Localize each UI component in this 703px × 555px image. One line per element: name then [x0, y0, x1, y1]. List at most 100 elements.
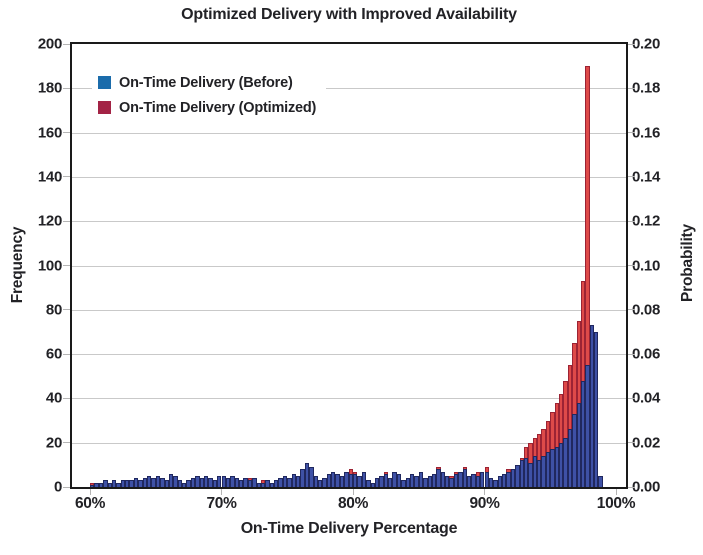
- y-right-tick-label: 0.20: [632, 35, 660, 53]
- histogram-bar-optimized: [585, 66, 590, 487]
- y-right-tick-label: 0.00: [632, 478, 660, 496]
- histogram-bar-before: [519, 460, 524, 487]
- histogram-bar-before: [195, 475, 200, 487]
- y-right-tick-label: 0.16: [632, 124, 660, 142]
- histogram-bar-before: [326, 473, 332, 487]
- histogram-bar-before: [230, 475, 235, 487]
- histogram-bar-before: [471, 473, 476, 487]
- histogram-bar-before: [493, 480, 498, 487]
- y-left-tick-label: 0: [53, 478, 62, 496]
- histogram-bar-before: [278, 478, 283, 487]
- gridline: [72, 88, 626, 90]
- histogram-bar-before: [405, 478, 410, 487]
- y-left-tick-mark: [63, 353, 70, 355]
- histogram-bar-before: [160, 478, 165, 487]
- histogram-bar-before: [146, 475, 152, 487]
- histogram-bar-before: [559, 442, 564, 487]
- y-right-tick-label: 0.04: [632, 389, 660, 407]
- y-right-tick-label: 0.14: [632, 168, 660, 186]
- histogram-bar-before: [234, 478, 240, 487]
- histogram-bar-before: [353, 473, 358, 487]
- histogram-bar-before: [164, 480, 169, 487]
- y-right-tick-mark: [628, 132, 635, 134]
- histogram-bar-before: [138, 480, 143, 487]
- legend-swatch-before-icon: [98, 76, 111, 89]
- x-tick-label: 80%: [337, 495, 369, 512]
- histogram-bar-before: [427, 475, 432, 487]
- histogram-bar-before: [212, 480, 218, 487]
- histogram-bar-before: [523, 458, 529, 487]
- y-right-tick-mark: [628, 220, 635, 222]
- histogram-bar-before: [125, 480, 130, 487]
- histogram-bar-before: [409, 473, 415, 487]
- x-axis-tick-labels: 60% 70% 80% 90% 100%: [0, 495, 703, 515]
- histogram-bar-before: [256, 482, 261, 487]
- histogram-bar-before: [502, 473, 507, 487]
- histogram-bar-before: [401, 480, 406, 487]
- histogram-bar-before: [449, 478, 454, 487]
- histogram-bar-before: [190, 478, 196, 487]
- y-right-tick-label: 0.12: [632, 212, 660, 230]
- histogram-bar-before: [182, 482, 187, 487]
- histogram-bar-before: [383, 473, 389, 487]
- gridline: [72, 309, 626, 311]
- histogram-bar-before: [335, 473, 340, 487]
- histogram-bar-before: [186, 480, 191, 487]
- histogram-bar-before: [98, 482, 104, 487]
- gridline: [72, 398, 626, 400]
- histogram-bar-before: [418, 471, 424, 487]
- gridline: [72, 442, 626, 444]
- histogram-bar-optimized: [563, 380, 568, 487]
- y-right-tick-mark: [628, 309, 635, 311]
- y-axis-left-tick-labels: 0 20 40 60 80 100 120 140 160 180 200: [0, 0, 64, 555]
- y-left-tick-mark: [63, 87, 70, 89]
- legend-swatch-optimized-icon: [98, 101, 111, 114]
- histogram-bar-before: [173, 475, 178, 487]
- y-right-tick-label: 0.02: [632, 434, 660, 452]
- histogram-bar-before: [331, 471, 336, 487]
- histogram-bar-before: [300, 469, 305, 487]
- histogram-bar-before: [357, 475, 362, 487]
- histogram-bar-before: [361, 471, 367, 487]
- x-axis-label: On-Time Delivery Percentage: [240, 520, 458, 537]
- histogram-bar-before: [247, 480, 253, 487]
- y-left-tick-label: 60: [45, 345, 62, 363]
- y-left-tick-label: 80: [45, 301, 62, 319]
- histogram-bar-before: [221, 475, 226, 487]
- histogram-bar-before: [151, 478, 156, 487]
- histogram-bar-before: [225, 478, 231, 487]
- histogram-bar-before: [550, 449, 555, 487]
- histogram-bar-before: [103, 480, 108, 487]
- histogram-bar-before: [537, 460, 542, 487]
- histogram-bar-before: [322, 478, 327, 487]
- y-left-tick-mark: [63, 397, 70, 399]
- histogram-bar-before: [252, 478, 257, 487]
- histogram-bar-before: [217, 475, 222, 487]
- chart-title: Optimized Delivery with Improved Availab…: [181, 6, 517, 23]
- histogram-bar-before: [129, 480, 134, 487]
- histogram-bar-before: [203, 475, 209, 487]
- histogram-bar-before: [541, 456, 546, 487]
- gridline: [72, 221, 626, 223]
- y-left-tick-label: 180: [37, 79, 62, 97]
- plot-area: On-Time Delivery (Before) On-Time Delive…: [70, 42, 628, 489]
- y-right-tick-mark: [628, 486, 635, 488]
- histogram-bar-before: [576, 402, 581, 487]
- histogram-bar-before: [589, 325, 595, 487]
- histogram-bar-before: [111, 480, 117, 487]
- histogram-bar-before: [120, 480, 126, 487]
- x-tick-mark: [615, 489, 617, 495]
- y-left-tick-label: 160: [37, 124, 62, 142]
- histogram-bar-before: [239, 480, 244, 487]
- y-right-tick-mark: [628, 442, 635, 444]
- y-left-tick-mark: [63, 486, 70, 488]
- y-left-tick-mark: [63, 220, 70, 222]
- gridline: [72, 354, 626, 356]
- histogram-bar-before: [388, 478, 393, 487]
- histogram-bar-before: [260, 482, 266, 487]
- y-right-tick-mark: [628, 397, 635, 399]
- histogram-bar-before: [572, 413, 577, 487]
- histogram-bar-before: [133, 478, 139, 487]
- y-right-tick-mark: [628, 176, 635, 178]
